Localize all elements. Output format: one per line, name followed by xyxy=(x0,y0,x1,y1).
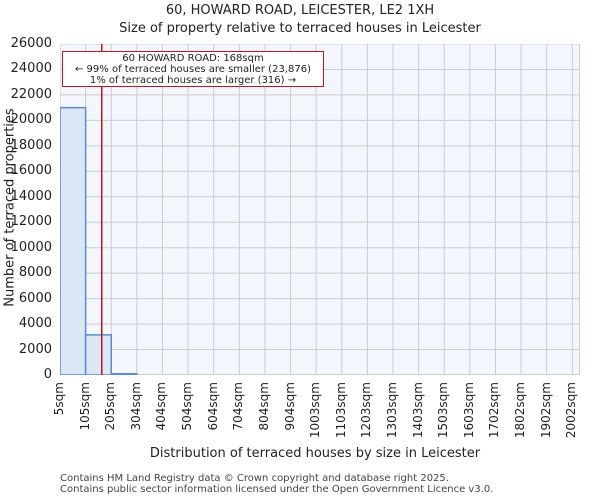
histogram xyxy=(60,44,580,375)
footer-licence: Contains public sector information licen… xyxy=(60,484,494,495)
x-tick-label: 1503sqm xyxy=(436,382,451,439)
histogram-bar xyxy=(110,372,138,375)
annotation-line-1: 60 HOWARD ROAD: 168sqm xyxy=(122,53,264,64)
y-tick-label: 22000 xyxy=(10,86,52,102)
x-tick-label: 304sqm xyxy=(128,382,143,431)
y-tick-label: 10000 xyxy=(10,239,52,255)
x-tick-label: 205sqm xyxy=(103,382,118,431)
chart-title: 60, HOWARD ROAD, LEICESTER, LE2 1XH xyxy=(165,3,435,18)
x-tick-label: 105sqm xyxy=(77,382,92,431)
x-tick-label: 1802sqm xyxy=(513,382,528,439)
x-tick-label: 1203sqm xyxy=(359,382,374,439)
x-tick-label: 604sqm xyxy=(205,382,220,431)
y-tick-label: 14000 xyxy=(10,188,52,204)
x-tick-label: 1603sqm xyxy=(461,382,476,439)
x-tick-label: 804sqm xyxy=(256,382,271,431)
y-tick-label: 26000 xyxy=(10,36,52,51)
footer-copyright: Contains HM Land Registry data © Crown c… xyxy=(60,473,449,484)
annotation-line-3: 1% of terraced houses are larger (316) → xyxy=(89,75,297,86)
y-tick-label: 12000 xyxy=(10,214,52,230)
property-annotation: 60 HOWARD ROAD: 168sqm ← 99% of terraced… xyxy=(62,51,324,87)
y-tick-label: 18000 xyxy=(10,137,52,153)
x-tick-label: 5sqm xyxy=(52,382,66,416)
x-tick-label: 2002sqm xyxy=(564,382,579,439)
y-tick-label: 4000 xyxy=(18,316,52,332)
x-tick-label: 1003sqm xyxy=(308,382,323,439)
histogram-bar xyxy=(84,334,112,375)
annotation-line-2: ← 99% of terraced houses are smaller (23… xyxy=(75,64,311,75)
x-axis-label: Distribution of terraced houses by size … xyxy=(149,446,481,461)
y-tick-label: 6000 xyxy=(18,290,52,306)
x-tick-label: 904sqm xyxy=(282,382,297,431)
y-tick-label: 24000 xyxy=(10,61,52,77)
y-tick-label: 0 xyxy=(43,367,52,382)
x-tick-label: 404sqm xyxy=(154,382,169,431)
y-tick-label: 8000 xyxy=(18,265,52,281)
x-tick-label: 1303sqm xyxy=(385,382,399,439)
x-tick-label: 504sqm xyxy=(180,382,195,431)
x-tick-label: 1103sqm xyxy=(333,382,348,439)
histogram-bar xyxy=(60,106,87,375)
y-tick-label: 20000 xyxy=(10,112,52,128)
plot-area xyxy=(60,44,580,375)
chart-subtitle: Size of property relative to terraced ho… xyxy=(119,21,481,36)
y-tick-label: 2000 xyxy=(18,341,52,357)
y-axis-label: Number of terraced properties xyxy=(2,108,18,307)
x-tick-label: 1902sqm xyxy=(538,382,553,439)
x-tick-label: 1702sqm xyxy=(487,382,502,439)
y-tick-label: 16000 xyxy=(10,163,52,179)
x-tick-label: 1403sqm xyxy=(410,382,425,439)
x-tick-label: 704sqm xyxy=(231,382,246,431)
